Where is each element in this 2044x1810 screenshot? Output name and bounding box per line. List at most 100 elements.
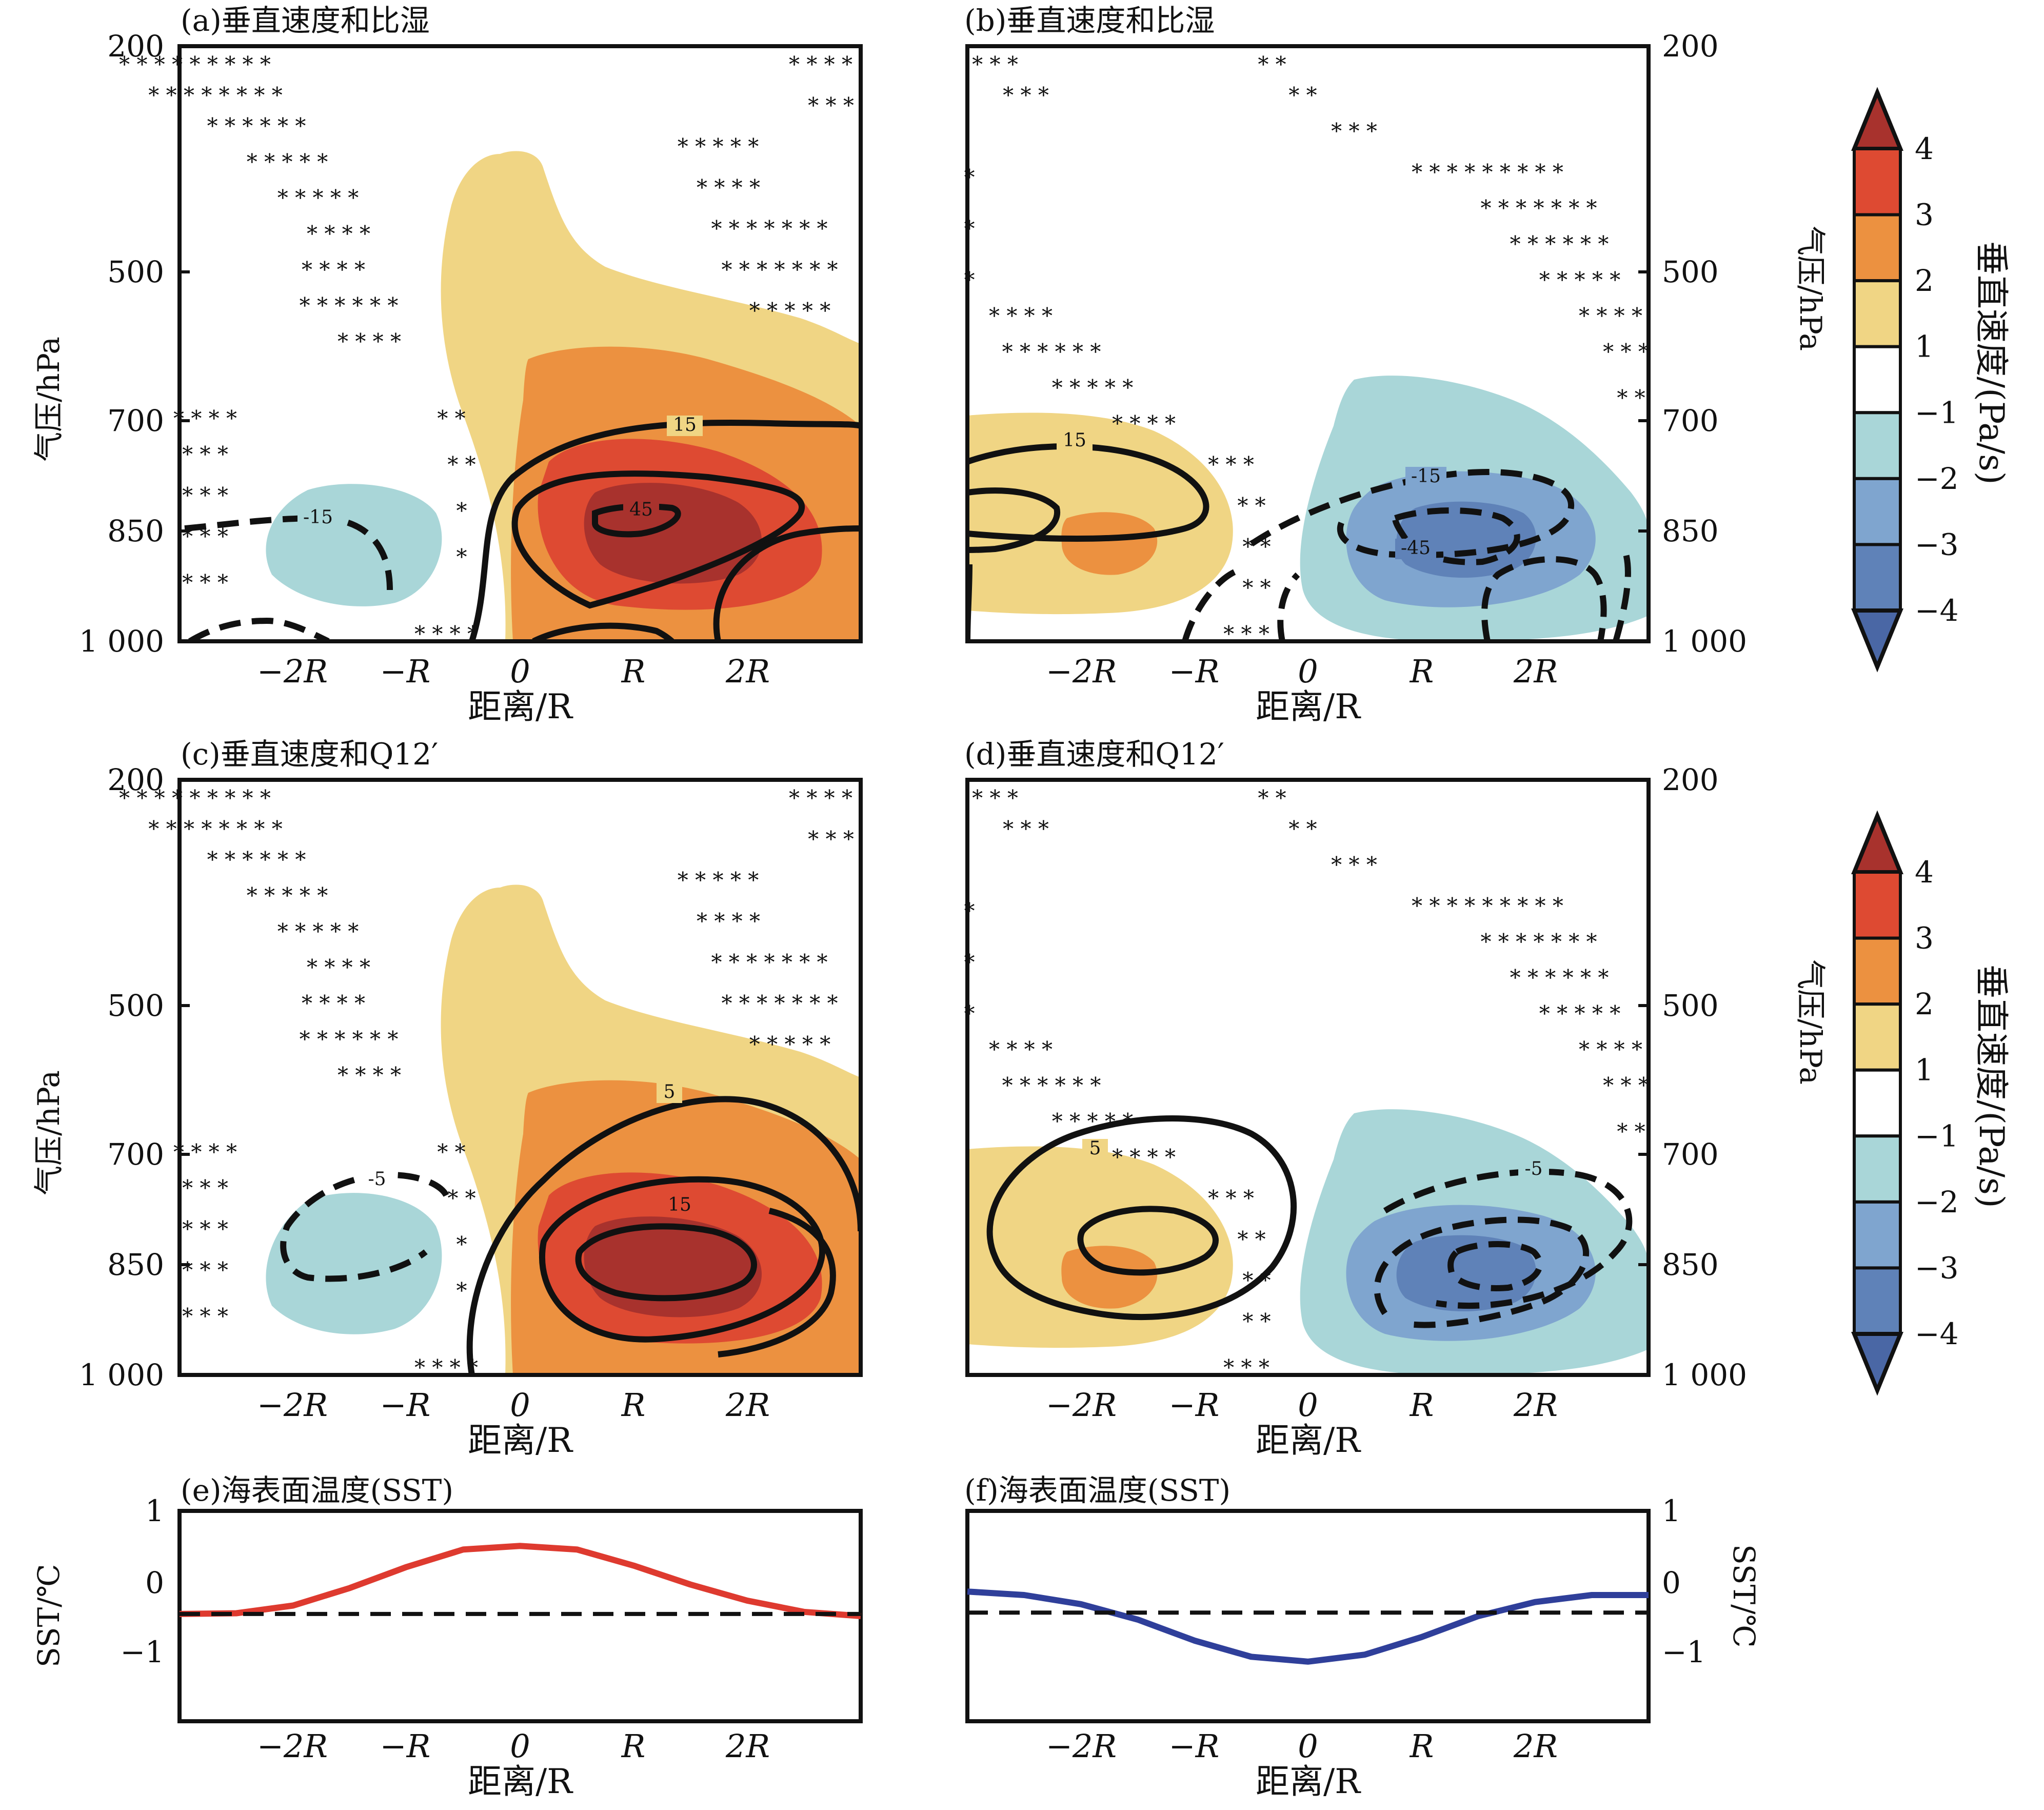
contour-label-c-3: -5 [368, 1169, 386, 1190]
contour-label-c-1: 5 [664, 1081, 676, 1103]
top-colorbar-box [1853, 345, 1902, 415]
xtick-f-2r: 2R [1513, 1727, 1558, 1765]
top-colorbar-tick-label: 1 [1915, 329, 1934, 364]
significance-b: * * * * * * * * * * * * * * * * * * * * … [964, 52, 1649, 646]
plot-frame-c [177, 778, 863, 1377]
sst-tick-f-m1: −1 [1662, 1635, 1706, 1669]
ytick-c-1000: 1 000 [79, 1358, 164, 1392]
svg-text:* * * * * *: * * * * * * [300, 1027, 399, 1052]
svg-text:* * * *: * * * * [1112, 411, 1176, 436]
svg-text:* * *: * * * [182, 1257, 228, 1283]
y-axis-title-b: 气压/hPa [1793, 226, 1828, 351]
contour-d-pos-outer [986, 1115, 1297, 1321]
plot-frame-e [177, 1509, 863, 1723]
svg-text:* * * *: * * * * [173, 1139, 237, 1165]
bottom-colorbar-tick-label: 3 [1915, 921, 1934, 956]
xtick-b-2r: 2R [1513, 653, 1558, 690]
bottom-colorbar-tick-label: −3 [1915, 1250, 1959, 1285]
svg-text:* *: * * [447, 1186, 475, 1211]
ytick-b-850: 850 [1662, 514, 1719, 548]
contour-a-pos-right [713, 525, 861, 641]
ytick-a-500: 500 [107, 254, 164, 289]
xtick-c-mr: −R [380, 1386, 431, 1424]
top-colorbar-tick-label: −2 [1915, 461, 1959, 496]
svg-text:* * * * * *: * * * * * * [300, 293, 399, 318]
bottom-colorbar-box [1853, 1134, 1902, 1204]
y-ticks-a [180, 45, 190, 643]
shade-d-pos-core [1061, 1246, 1158, 1309]
x-axis-title-f: 距离/R [1256, 1762, 1361, 1801]
top-colorbar-box [1853, 543, 1902, 613]
ytick-d-500: 500 [1662, 988, 1719, 1023]
svg-text:* * *: * * * [808, 93, 854, 118]
colorbar-title-top: 垂直速度/(Pa/s) [1972, 241, 2011, 485]
xtick-b-0: 0 [1298, 653, 1318, 690]
svg-text:* *: * * [1237, 1227, 1265, 1252]
top-colorbar-top-arrow [1851, 87, 1903, 151]
svg-text:*: * [457, 498, 467, 523]
contour-d-neg-outer [1383, 1168, 1633, 1309]
svg-text:* * * *: * * * * [1579, 303, 1642, 328]
svg-text:* * * *: * * * * [307, 221, 370, 246]
svg-text:* * * * * *: * * * * * * [1510, 231, 1609, 257]
contour-b-neg-right [1613, 553, 1631, 641]
bottom-colorbar-box [1853, 1200, 1902, 1270]
x-axis-titles: 距离/R 距离/R 距离/R 距离/R 距离/R 距离/R [468, 687, 1361, 1801]
ytick-d-700: 700 [1662, 1137, 1719, 1172]
svg-text:* * *: * * * [182, 1216, 228, 1242]
contour-c-neg [280, 1171, 449, 1282]
bottom-colorbar-tick-label: 4 [1915, 855, 1934, 890]
svg-text:* * * * *: * * * * * [749, 1032, 830, 1057]
svg-text:* * * * * *: * * * * * * [1002, 339, 1101, 364]
ytick-a-850: 850 [107, 514, 164, 548]
top-colorbar-tick-label: −4 [1915, 593, 1959, 628]
svg-text:* *: * * [1237, 493, 1265, 518]
panel-f-series-sst-line [967, 1588, 1649, 1665]
svg-text:* *: * * [1258, 785, 1286, 811]
xtick-a-mr: −R [380, 653, 431, 690]
y-axis-title-c: 气压/hPa [31, 1070, 66, 1195]
ytick-c-500: 500 [107, 988, 164, 1023]
x-tick-labels-bottom: −2R −R 0 R 2R −2R −R 0 R 2R [257, 1727, 1558, 1765]
svg-text:* * *: * * * [182, 570, 228, 595]
svg-text:* *: * * [1288, 816, 1317, 841]
ytick-c-850: 850 [107, 1247, 164, 1282]
xtick-f-m2r: −2R [1046, 1727, 1117, 1765]
svg-text:* * * * * * *: * * * * * * * [721, 257, 838, 282]
xtick-c-r: R [621, 1386, 646, 1424]
contour-b-neg-left [1182, 566, 1242, 641]
title-f: (f)海表面温度(SST) [964, 1473, 1231, 1508]
bottom-colorbar-tick-label: −4 [1915, 1316, 1959, 1351]
svg-text:* * * * * * *: * * * * * * * [711, 950, 827, 975]
significance-a: * * * * * * * * * * * * * * * * * * * * … [119, 52, 854, 646]
svg-text:* * * *: * * * * [173, 406, 237, 431]
y-axis-titles: 气压/hPa 气压/hPa 气压/hPa 气压/hPa [31, 226, 1828, 1195]
y-tick-labels-right: 200 500 700 850 1 000 200 500 700 850 1 … [1662, 29, 1747, 1392]
svg-text:* * *: * * * [1603, 1073, 1649, 1098]
svg-text:* * * *: * * * * [338, 1063, 401, 1088]
svg-text:* *: * * [1242, 534, 1271, 559]
contour-b-neg-inner [1392, 507, 1520, 565]
svg-text:* * * *: * * * * [697, 175, 760, 200]
xtick-d-0: 0 [1298, 1386, 1318, 1424]
svg-text:* * * * *: * * * * * [1539, 1001, 1620, 1026]
svg-text:* * *: * * * [182, 524, 228, 549]
panel-d: * * * * * * * * * * * * * * * * * * * * … [964, 737, 1651, 1380]
svg-text:* *: * * [1617, 385, 1645, 410]
xtick-b-r: R [1410, 653, 1434, 690]
sst-tick-e-0: 0 [145, 1565, 164, 1600]
contour-d-pos-inner [1077, 1206, 1219, 1276]
xtick-f-mr: −R [1169, 1727, 1220, 1765]
bottom-colorbar-box [1853, 1068, 1902, 1138]
top-colorbar-box [1853, 279, 1902, 348]
top-colorbar-tick-label: 3 [1915, 198, 1934, 232]
contour-c-pos-inner [575, 1223, 757, 1302]
top-colorbar-tick-label: 2 [1915, 263, 1934, 298]
ytick-a-1000: 1 000 [79, 624, 164, 659]
svg-text:* * *: * * * [182, 483, 228, 508]
svg-text:* * * * * *: * * * * * * [1510, 965, 1609, 990]
svg-text:* * * * * * * * *: * * * * * * * * * [1412, 160, 1563, 185]
xtick-b-mr: −R [1169, 653, 1220, 690]
colorbar-bottom: 4 3 2 1 −1 −2 −3 −4 [1851, 810, 1959, 1396]
svg-text:* * * * *: * * * * * [678, 868, 759, 893]
